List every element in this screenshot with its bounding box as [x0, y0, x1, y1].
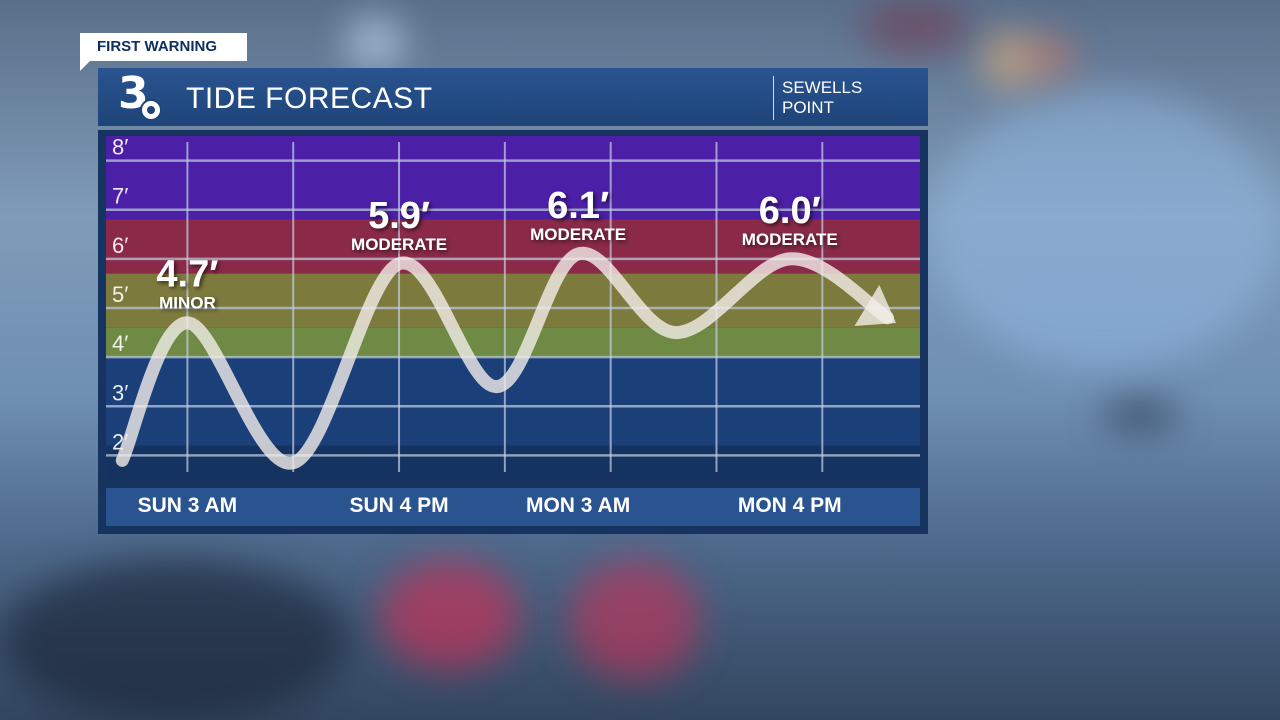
peak-flood-label: MODERATE — [530, 225, 626, 244]
eye-icon — [140, 99, 162, 121]
y-tick-label: 8′ — [112, 135, 128, 160]
location-label: SEWELLS POINT — [782, 78, 862, 118]
tide-curve — [115, 246, 894, 470]
chart-panel: 2′ 3′ 4′ 5′ 6′ 7′ 8′ 4.7′ MINOR 5.9′ MODERATE 6.1′ M… — [98, 130, 928, 534]
y-tick-label: 3′ — [112, 380, 128, 405]
x-tick-label: SUN 4 PM — [349, 494, 449, 517]
peak-value-label: 6.0′ — [759, 190, 821, 232]
band-shade — [106, 445, 920, 480]
peak-flood-label: MODERATE — [351, 235, 447, 254]
y-tick-label: 5′ — [112, 282, 128, 307]
location-line-2: POINT — [782, 98, 834, 117]
x-tick-label: MON 3 AM — [525, 494, 631, 517]
first-warning-tag: FIRST WARNING — [80, 33, 247, 61]
x-axis-band — [106, 488, 920, 526]
header-divider — [773, 76, 774, 120]
peak-value-label: 4.7′ — [156, 254, 218, 296]
y-tick-label: 7′ — [112, 184, 128, 209]
location-line-1: SEWELLS — [782, 78, 863, 97]
curve-arrow-head — [854, 284, 897, 326]
title-bar — [98, 68, 928, 126]
band-major — [106, 136, 920, 220]
peak-flood-label: MINOR — [159, 294, 216, 313]
band-minor — [106, 273, 920, 328]
x-tick-label: MON 4 PM — [737, 494, 842, 517]
y-tick-label: 4′ — [112, 331, 128, 356]
peak-flood-label: MODERATE — [742, 230, 838, 249]
tag-tail — [80, 61, 90, 71]
y-tick-label: 6′ — [112, 233, 128, 258]
station-logo: 3 — [118, 68, 166, 121]
x-tick-label: SUN 3 AM — [137, 494, 238, 517]
tide-chart: 2′3′4′5′6′7′8′4.7′MINOR5.9′MODERATE6.1′M… — [106, 135, 920, 526]
peak-value-label: 5.9′ — [368, 195, 430, 237]
page-title: TIDE FORECAST — [186, 82, 433, 115]
band-action — [106, 327, 920, 358]
peak-value-label: 6.1′ — [547, 185, 609, 227]
